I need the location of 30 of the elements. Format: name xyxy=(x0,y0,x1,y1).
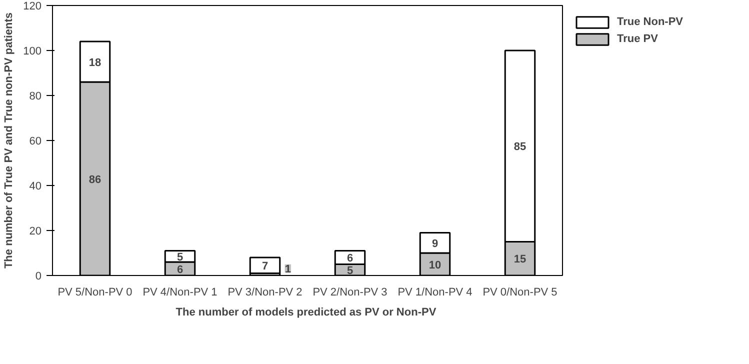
y-tick-label: 20 xyxy=(29,226,42,238)
x-tick-label: PV 1/Non-PV 4 xyxy=(398,286,472,298)
data-label: 6 xyxy=(176,264,184,276)
legend-label: True PV xyxy=(617,33,658,45)
y-tick-label: 100 xyxy=(23,46,42,58)
data-label: 15 xyxy=(514,254,526,266)
data-label: 6 xyxy=(346,252,354,264)
x-tick-label: PV 4/Non-PV 1 xyxy=(142,286,218,298)
data-label: 1 xyxy=(284,263,291,276)
y-tick-label: 0 xyxy=(35,270,42,282)
data-label: 85 xyxy=(514,141,526,154)
y-tick-label: 60 xyxy=(29,136,42,148)
bar xyxy=(249,256,281,274)
data-label: 7 xyxy=(262,260,268,272)
data-label: 5 xyxy=(346,264,354,277)
data-label: 86 xyxy=(88,174,102,186)
x-tick-label: PV 5/Non-PV 0 xyxy=(58,286,132,298)
data-label: 5 xyxy=(176,251,184,264)
x-axis-title: The number of models predicted as PV or Non-PV xyxy=(176,306,437,318)
data-label: 18 xyxy=(88,56,102,69)
y-axis-title: The number of True PV and True non-PV patients xyxy=(3,12,16,269)
x-tick-label: PV 2/Non-PV 3 xyxy=(312,286,388,298)
y-tick-label: 40 xyxy=(29,180,42,192)
x-tick-label: PV 3/Non-PV 2 xyxy=(228,286,302,298)
legend-label: True Non-PV xyxy=(617,16,684,28)
y-tick-label: 120 xyxy=(23,0,42,12)
data-label: 9 xyxy=(432,238,438,250)
x-tick-label: PV 0/Non-PV 5 xyxy=(482,286,558,298)
data-label: 10 xyxy=(428,259,442,272)
y-tick-label: 80 xyxy=(29,90,42,102)
